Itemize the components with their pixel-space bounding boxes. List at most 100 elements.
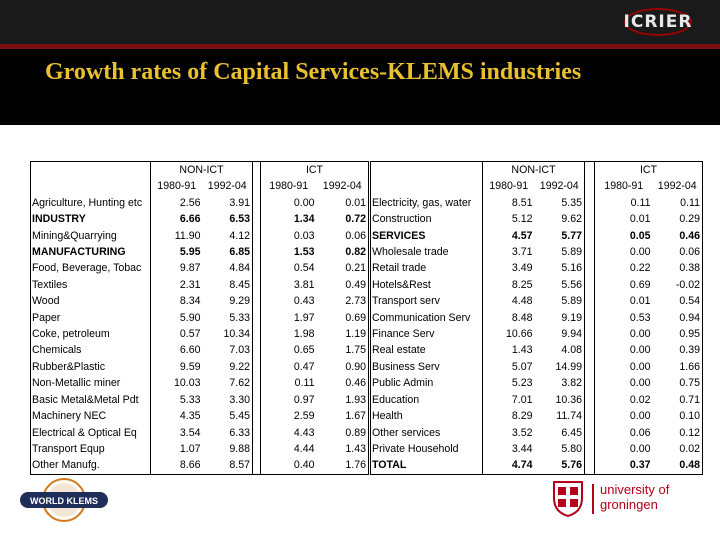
non-ict-1992-04-value: 14.99 bbox=[534, 358, 585, 376]
non-ict-1992-04-value: 5.45 bbox=[202, 408, 253, 425]
non-ict-1980-91-value: 3.71 bbox=[511, 246, 533, 259]
spacer-cell bbox=[584, 457, 595, 475]
ict-1980-91-value: 0.00 bbox=[629, 344, 651, 357]
table-row: Coke, petroleum 0.57 10.34 1.98 1.19 bbox=[30, 326, 369, 343]
industry-name: Electricity, gas, water bbox=[370, 194, 483, 212]
table-row: Other Manufg. 8.66 8.57 0.40 1.76 bbox=[30, 457, 369, 475]
industry-name: Education bbox=[370, 391, 483, 409]
non-ict-1992-04-value: 8.45 bbox=[202, 276, 253, 294]
ict-1992-04-value: 0.46 bbox=[316, 375, 369, 392]
non-ict-1980-91-value: 8.29 bbox=[511, 410, 533, 423]
ict-1992-04-value: 0.10 bbox=[652, 408, 703, 425]
table-row: Mining&Quarrying 11.90 4.12 0.03 0.06 bbox=[30, 227, 369, 245]
spacer-cell bbox=[252, 211, 261, 228]
spacer-cell bbox=[584, 293, 595, 310]
industry-name: Textiles bbox=[30, 276, 151, 294]
non-ict-1980-91-value: 4.48 bbox=[511, 295, 533, 308]
ict-1980-91-value: 4.44 bbox=[293, 442, 315, 455]
ict-1992-04-value: 0.11 bbox=[652, 194, 703, 212]
industry-name: Paper bbox=[30, 309, 151, 327]
ict-1980-91-value: 1.98 bbox=[293, 328, 315, 341]
non-ict-1980-91-value: 8.25 bbox=[511, 278, 533, 291]
industry-name: Wholesale trade bbox=[370, 244, 483, 261]
logo-ring-icon bbox=[624, 8, 692, 36]
ict-1992-04-value: 0.01 bbox=[316, 194, 369, 212]
non-ict-header: NON-ICT bbox=[150, 161, 253, 179]
ict-1980-91-value: 0.54 bbox=[293, 262, 315, 275]
ict-1992-04-value: 0.06 bbox=[652, 244, 703, 261]
non-ict-1980-91-value: 10.03 bbox=[173, 377, 201, 390]
industry-name: Chemicals bbox=[30, 342, 151, 359]
industry-name: Business Serv bbox=[370, 358, 483, 376]
ict-1992-04-value: 1.76 bbox=[316, 457, 369, 475]
table-row: Transport Equp 1.07 9.88 4.44 1.43 bbox=[30, 440, 369, 458]
ict-1992-04-value: 0.06 bbox=[316, 227, 369, 245]
table-row: Textiles 2.31 8.45 3.81 0.49 bbox=[30, 276, 369, 294]
spacer-cell bbox=[252, 161, 261, 179]
spacer-cell bbox=[584, 326, 595, 343]
spacer-cell bbox=[584, 391, 595, 409]
spacer-cell bbox=[252, 178, 261, 195]
non-ict-1980-91-value: 2.56 bbox=[179, 196, 201, 209]
non-ict-1992-04-value: 9.29 bbox=[202, 293, 253, 310]
table-row: Real estate 1.43 4.08 0.00 0.39 bbox=[370, 342, 703, 359]
ict-1980-91-value: 0.01 bbox=[629, 295, 651, 308]
non-ict-1992-04-value: 7.03 bbox=[202, 342, 253, 359]
ict-1992-04-value: 0.21 bbox=[316, 260, 369, 277]
non-ict-1980-91-value: 8.48 bbox=[511, 311, 533, 324]
non-ict-1992-04-value: 6.85 bbox=[202, 244, 253, 261]
top-bar bbox=[0, 0, 720, 44]
table-row: Basic Metal&Metal Pdt 5.33 3.30 0.97 1.93 bbox=[30, 391, 369, 409]
accent-line bbox=[0, 44, 720, 49]
table-row: Agriculture, Hunting etc 2.56 3.91 0.00 0.01 bbox=[30, 194, 369, 212]
ict-1992-04-value: 0.29 bbox=[652, 211, 703, 228]
title-bar bbox=[0, 49, 720, 125]
table-row: Finance Serv 10.66 9.94 0.00 0.95 bbox=[370, 326, 703, 343]
period-header: 1992-04 bbox=[202, 178, 253, 195]
industry-name: Mining&Quarrying bbox=[30, 227, 151, 245]
non-ict-1980-91-value: 4.57 bbox=[511, 229, 533, 242]
industry-name: Health bbox=[370, 408, 483, 425]
table-row: Rubber&Plastic 9.59 9.22 0.47 0.90 bbox=[30, 358, 369, 376]
ict-1980-91-value: 0.11 bbox=[294, 377, 315, 390]
spacer-cell bbox=[252, 457, 261, 475]
non-ict-1992-04-value: 5.89 bbox=[534, 293, 585, 310]
spacer-cell bbox=[252, 194, 261, 212]
ict-1992-04-value: 0.02 bbox=[652, 440, 703, 458]
non-ict-1992-04-value: 6.45 bbox=[534, 424, 585, 441]
non-ict-1980-91-value: 5.07 bbox=[511, 360, 533, 373]
spacer-cell bbox=[252, 260, 261, 277]
industry-name: Other services bbox=[370, 424, 483, 441]
left-growth-table: NON-ICT ICT 1980-91 1992-04 1980-91 1992-04 Ag… bbox=[30, 161, 369, 475]
non-ict-1992-04-value: 3.82 bbox=[534, 375, 585, 392]
ict-1980-91-value: 1.34 bbox=[293, 213, 315, 226]
non-ict-1980-91-value: 3.49 bbox=[511, 262, 533, 275]
non-ict-1980-91-value: 1.43 bbox=[511, 344, 533, 357]
spacer-cell bbox=[584, 309, 595, 327]
industry-name: Non-Metallic miner bbox=[30, 375, 151, 392]
table-row: Electricity, gas, water 8.51 5.35 0.11 0.11 bbox=[370, 194, 703, 212]
industry-name: Construction bbox=[370, 211, 483, 228]
table-row: Paper 5.90 5.33 1.97 0.69 bbox=[30, 309, 369, 327]
ict-1980-91-value: 2.59 bbox=[293, 410, 315, 423]
ict-1992-04-value: 0.95 bbox=[652, 326, 703, 343]
table-row: Transport serv 4.48 5.89 0.01 0.54 bbox=[370, 293, 703, 310]
spacer-cell bbox=[584, 260, 595, 277]
spacer-cell bbox=[252, 227, 261, 245]
spacer-cell bbox=[584, 244, 595, 261]
industry-name: Electrical & Optical Eq bbox=[30, 424, 151, 441]
ict-1980-91-value: 0.97 bbox=[293, 393, 315, 406]
ict-1980-91-value: 1.97 bbox=[293, 311, 315, 324]
non-ict-1980-91-value: 4.74 bbox=[482, 457, 535, 475]
non-ict-1992-04-value: 5.56 bbox=[534, 276, 585, 294]
corner-cell bbox=[30, 161, 151, 179]
spacer-cell bbox=[252, 424, 261, 441]
spacer-cell bbox=[252, 244, 261, 261]
industry-name: Wood bbox=[30, 293, 151, 310]
right-growth-table: NON-ICT ICT 1980-91 1992-04 1980-91 1992-04 El… bbox=[370, 161, 703, 475]
university-line-2: groningen bbox=[600, 497, 658, 512]
table-row: Education 7.01 10.36 0.02 0.71 bbox=[370, 391, 703, 409]
ict-1980-91-value: 3.81 bbox=[293, 278, 315, 291]
non-ict-1980-91-value: 10.66 bbox=[505, 328, 533, 341]
industry-name: Agriculture, Hunting etc bbox=[30, 194, 151, 212]
